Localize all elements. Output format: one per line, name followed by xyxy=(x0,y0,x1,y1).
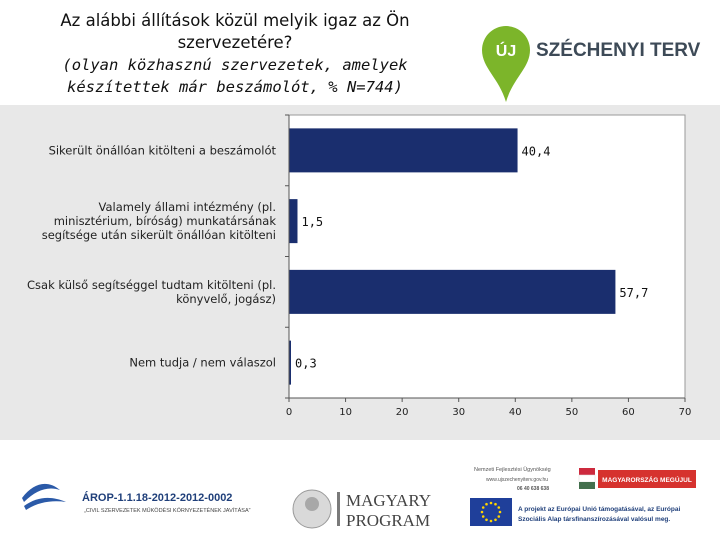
eu-star-icon xyxy=(489,519,493,523)
eu-star-icon xyxy=(494,518,497,522)
x-tick-label-0: 0 xyxy=(286,407,292,418)
x-tick-label-50: 50 xyxy=(565,407,578,418)
x-tick-label-40: 40 xyxy=(509,407,522,418)
hungary-banner-text: MAGYARORSZÁG MEGÚJUL xyxy=(602,475,692,484)
category-label-2-2: minisztérium, bíróság) munkatársának xyxy=(54,214,277,228)
arop-logo: ÁROP-1.1.18-2012-2012-0002 „CIVIL SZERVE… xyxy=(22,483,251,514)
eu-star-icon xyxy=(497,515,501,518)
flag-red xyxy=(579,468,595,475)
eu-star-icon xyxy=(489,501,493,505)
value-label-2: 1,5 xyxy=(301,215,323,229)
category-label-4-1: Nem tudja / nem válaszol xyxy=(129,356,276,370)
hungary-banner: MAGYARORSZÁG MEGÚJUL xyxy=(578,468,696,489)
value-label-4: 0,3 xyxy=(295,357,317,371)
eu-star-icon xyxy=(480,510,484,514)
bar-4 xyxy=(289,340,291,385)
arop-subtitle: „CIVIL SZERVEZETEK MŰKÖDÉSI KÖRNYEZETÉNE… xyxy=(84,507,251,514)
x-tick-label-20: 20 xyxy=(396,407,409,418)
szechenyi-terv-logo: ÚJ SZÉCHENYI TERV xyxy=(482,26,701,102)
eu-star-icon xyxy=(498,510,502,514)
eu-star-icon xyxy=(497,506,501,509)
nfu-line-1: Nemzeti Fejlesztési Ügynökség xyxy=(474,466,551,473)
bar-2 xyxy=(289,199,298,244)
eu-text-2: Szociális Alap társfinanszírozásával val… xyxy=(518,516,670,523)
banner-bg xyxy=(598,470,696,488)
eu-star-icon xyxy=(485,502,488,506)
x-tick-label-30: 30 xyxy=(452,407,465,418)
nfu-line-2: www.ujszechenyiterv.gov.hu xyxy=(486,477,548,483)
category-label-3-2: könyvelő, jogász) xyxy=(176,292,276,306)
nfu-line-3: 06 40 638 638 xyxy=(517,486,549,492)
bar-1 xyxy=(289,128,518,173)
category-label-2-3: segítsége után sikerült önállóan kitölte… xyxy=(42,228,276,242)
title-line-3: (olyan közhasznú szervezetek, amelyek xyxy=(62,56,408,74)
x-tick-label-70: 70 xyxy=(679,407,692,418)
eu-star-icon xyxy=(485,518,488,522)
eu-star-icon xyxy=(481,506,485,509)
magyary-text-2: PROGRAM xyxy=(346,511,430,530)
value-label-3: 57,7 xyxy=(619,286,648,300)
eu-text-1: A projekt az Európai Unió támogatásával,… xyxy=(518,506,680,513)
eu-star-icon xyxy=(481,515,485,518)
chart-title: Az alábbi állítások közül melyik igaz az… xyxy=(20,10,450,98)
arop-swoosh-icon-2 xyxy=(24,497,66,510)
magyary-text-1: MAGYARY xyxy=(346,491,431,510)
bar-chart: 40,4 Sikerült önállóan kitölteni a beszám… xyxy=(27,114,692,418)
logo-badge: ÚJ xyxy=(496,41,516,60)
title-line-4: készítettek már beszámolót, % N=744) xyxy=(67,78,403,96)
map-pin-icon xyxy=(482,26,530,102)
nfu-block: Nemzeti Fejlesztési Ügynökség www.ujszec… xyxy=(474,466,551,492)
x-tick-label-60: 60 xyxy=(622,407,635,418)
flag-white xyxy=(578,474,596,483)
category-label-1-1: Sikerült önállóan kitölteni a beszámolót xyxy=(49,143,277,157)
flag-green xyxy=(579,482,595,489)
title-line-1: Az alábbi állítások közül melyik igaz az… xyxy=(60,11,410,30)
magyary-divider xyxy=(337,492,340,526)
arop-code: ÁROP-1.1.18-2012-2012-0002 xyxy=(82,491,232,504)
category-label-2-1: Valamely állami intézmény (pl. xyxy=(98,200,276,214)
title-line-2: szervezetére? xyxy=(177,33,293,52)
category-label-3-1: Csak külső segítséggel tudtam kitölteni … xyxy=(27,278,276,292)
arop-swoosh-icon xyxy=(22,483,60,502)
eu-block: A projekt az Európai Unió támogatásával,… xyxy=(470,498,680,526)
footer-logos: ÁROP-1.1.18-2012-2012-0002 „CIVIL SZERVE… xyxy=(0,440,720,540)
x-tick-label-10: 10 xyxy=(339,407,352,418)
logo-text: SZÉCHENYI TERV xyxy=(536,39,701,61)
magyary-program-logo: MAGYARY PROGRAM xyxy=(292,489,431,530)
value-label-1: 40,4 xyxy=(522,144,551,158)
bar-3 xyxy=(289,269,616,314)
eu-star-icon xyxy=(494,502,497,506)
portrait-head xyxy=(305,497,319,511)
